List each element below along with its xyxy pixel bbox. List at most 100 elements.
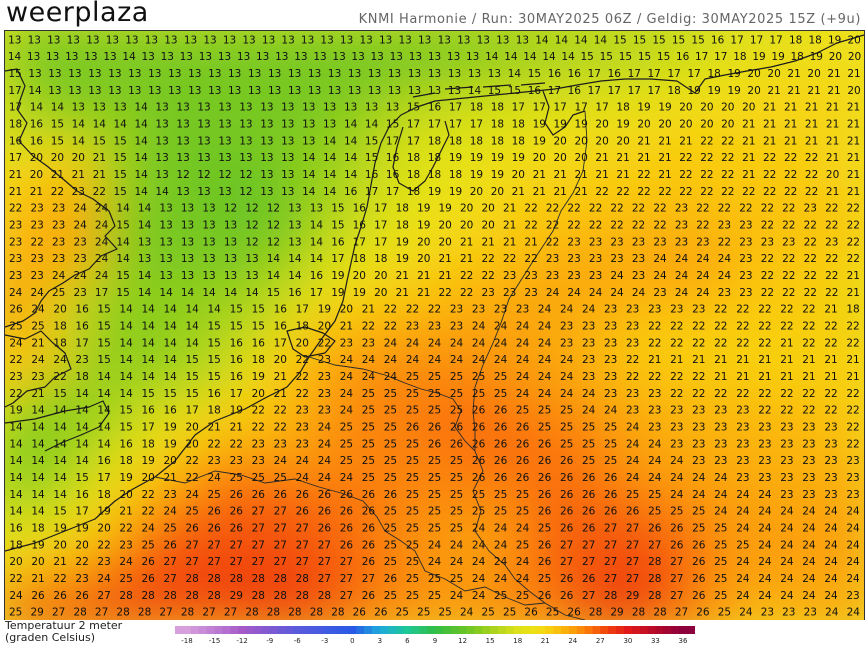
temperature-value: 21 [396,270,409,282]
temperature-value: 23 [516,304,529,316]
temperature-value: 27 [164,573,177,585]
temperature-value: 24 [472,539,486,551]
temperature-value: 24 [736,506,750,518]
temperature-value: 22 [524,203,537,215]
temperature-value: 17 [688,68,701,80]
temperature-value: 16 [30,119,44,131]
temperature-value: 26 [362,506,376,518]
color-scale-tick-label: -18 [181,637,192,645]
temperature-value: 24 [186,489,200,501]
temperature-value: 26 [494,455,508,467]
temperature-value: 13 [181,203,194,215]
temperature-value: 22 [824,321,837,333]
temperature-value: 24 [494,539,508,551]
temperature-value: 12 [224,203,237,215]
temperature-value: 26 [538,590,552,602]
temperature-value: 13 [197,152,210,164]
temperature-value: 22 [825,270,838,282]
temperature-value: 13 [155,152,168,164]
temperature-value: 23 [846,489,859,501]
temperature-value: 25 [648,489,661,501]
color-scale-swatch [624,626,633,634]
temperature-value: 26 [516,438,530,450]
temperature-value: 22 [714,388,727,400]
temperature-value: 26 [230,489,244,501]
temperature-value: 22 [658,186,671,198]
temperature-value: 26 [53,590,67,602]
temperature-value: 14 [116,203,130,215]
temperature-value: 13 [340,34,353,46]
temperature-value: 14 [9,422,23,434]
temperature-value: 26 [230,522,244,534]
temperature-value: 22 [679,169,692,181]
temperature-value: 22 [296,354,309,366]
temperature-value: 19 [97,506,110,518]
temperature-value: 14 [542,51,556,63]
temperature-value: 13 [281,34,294,46]
temperature-value: 22 [142,489,155,501]
color-scale-tick-label: 36 [679,637,688,645]
temperature-value: 23 [718,287,731,299]
temperature-value: 24 [696,287,710,299]
temperature-value: 12 [267,236,280,248]
temperature-map[interactable]: 13 13 13 13 13 13 13 13 13 13 13 13 13 13 13 13 13 13 13 13… [4,30,865,621]
temperature-value: 21 [805,102,818,114]
temperature-value: 27 [208,539,221,551]
temperature-value: 14 [267,253,281,265]
temperature-value: 16 [288,287,302,299]
temperature-value: 26 [648,522,662,534]
temperature-value: 22 [758,405,771,417]
temperature-value: 21 [692,354,705,366]
temperature-value: 27 [318,539,331,551]
temperature-value: 21 [417,270,430,282]
temperature-value: 20 [353,270,366,282]
temperature-value: 16 [142,405,156,417]
temperature-value: 15 [508,85,521,97]
temperature-value: 23 [714,438,727,450]
temperature-value: 23 [626,337,639,349]
temperature-value: 13 [108,85,121,97]
temperature-value: 25 [406,573,419,585]
temperature-value: 13 [159,220,172,232]
color-scale-swatch [379,626,389,634]
temperature-value: 13 [239,135,252,147]
temperature-value: 20 [31,556,44,568]
temperature-value: 13 [142,51,155,63]
temperature-value: 19 [53,522,66,534]
temperature-value: 22 [763,152,776,164]
temperature-value: 24 [846,573,860,585]
temperature-value: 22 [51,186,64,198]
temperature-value: 19 [417,220,430,232]
weerplaza-logo[interactable]: weerplaza [6,0,149,28]
temperature-value: 22 [482,270,495,282]
temperature-value: 24 [472,522,486,534]
temperature-value: 20 [340,304,353,316]
temperature-value: 14 [53,405,67,417]
temperature-value: 24 [450,337,464,349]
temperature-value: 13 [281,102,294,114]
temperature-value: 15 [164,388,177,400]
temperature-value: 23 [736,438,749,450]
temperature-value: 24 [736,573,750,585]
temperature-value: 25 [406,489,419,501]
temperature-value: 22 [804,253,817,265]
temperature-value: 28 [653,607,666,619]
temperature-value: 13 [86,34,99,46]
temperature-value: 13 [202,270,215,282]
temperature-value: 24 [340,354,354,366]
temperature-value: 26 [524,607,538,619]
temperature-value: 27 [626,556,639,568]
temperature-value: 22 [782,203,795,215]
color-scale-tick-label: 21 [541,637,550,645]
temperature-value: 14 [508,68,522,80]
temperature-value: 17 [449,119,462,131]
temperature-value: 22 [805,152,818,164]
temperature-value: 19 [396,236,409,248]
temperature-value: 20 [491,186,504,198]
temperature-value: 13 [108,68,121,80]
temperature-value: 23 [31,253,44,265]
temperature-value: 27 [95,607,108,619]
brand-part2: plaza [74,0,149,28]
temperature-value: 13 [260,152,273,164]
temperature-value: 21 [575,186,588,198]
